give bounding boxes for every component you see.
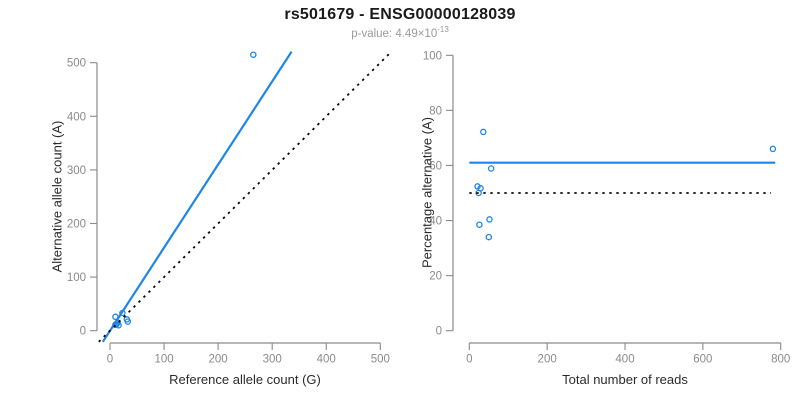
x-tick-label: 0	[466, 354, 472, 366]
right-y-axis-label: Percentage alternative (A)	[419, 116, 435, 269]
y-tick-label: 0	[80, 326, 86, 338]
x-tick-label: 200	[538, 354, 557, 366]
pvalue-text: p-value: 4.49×10	[351, 27, 438, 40]
y-tick-label: 40	[429, 216, 442, 228]
x-tick-label: 400	[615, 354, 634, 366]
data-point	[115, 322, 122, 329]
data-point	[476, 221, 483, 228]
data-point	[124, 318, 132, 325]
y-tick-label: 100	[67, 272, 86, 284]
left-y-axis-label: Alternative allele count (A)	[49, 120, 65, 273]
y-tick-label: 60	[429, 160, 442, 172]
y-tick-label: 200	[67, 219, 86, 231]
y-tick-label: 0	[436, 326, 442, 338]
plot-subtitle: p-value: 4.49×10-13	[0, 25, 800, 40]
y-tick-label: 500	[67, 58, 86, 70]
y-tick-label: 300	[67, 165, 86, 177]
x-tick-label: 100	[154, 354, 173, 366]
x-tick-label: 0	[107, 354, 113, 366]
data-point	[250, 51, 257, 58]
data-point	[475, 189, 482, 197]
data-point	[485, 233, 493, 241]
data-point	[486, 216, 493, 223]
y-tick-label: 400	[67, 111, 86, 123]
x-tick-label: 300	[263, 354, 282, 366]
reference-line-dotted	[98, 50, 393, 343]
x-tick-label: 600	[693, 354, 712, 366]
x-tick-label: 800	[771, 354, 790, 366]
plot-title: rs501679 - ENSG00000128039	[284, 6, 516, 23]
x-tick-label: 400	[317, 354, 336, 366]
data-point	[769, 145, 777, 153]
x-tick-label: 500	[371, 354, 390, 366]
left-x-axis-label: Reference allele count (G)	[169, 372, 321, 387]
y-tick-label: 20	[429, 271, 442, 283]
data-point	[480, 128, 487, 136]
data-point	[487, 165, 495, 172]
right-x-axis-label: Total number of reads	[562, 372, 688, 387]
pvalue-exponent: -13	[437, 25, 449, 34]
y-tick-label: 100	[423, 50, 442, 62]
y-tick-label: 80	[429, 105, 442, 117]
x-tick-label: 200	[209, 354, 228, 366]
fit-line-solid	[101, 51, 293, 343]
